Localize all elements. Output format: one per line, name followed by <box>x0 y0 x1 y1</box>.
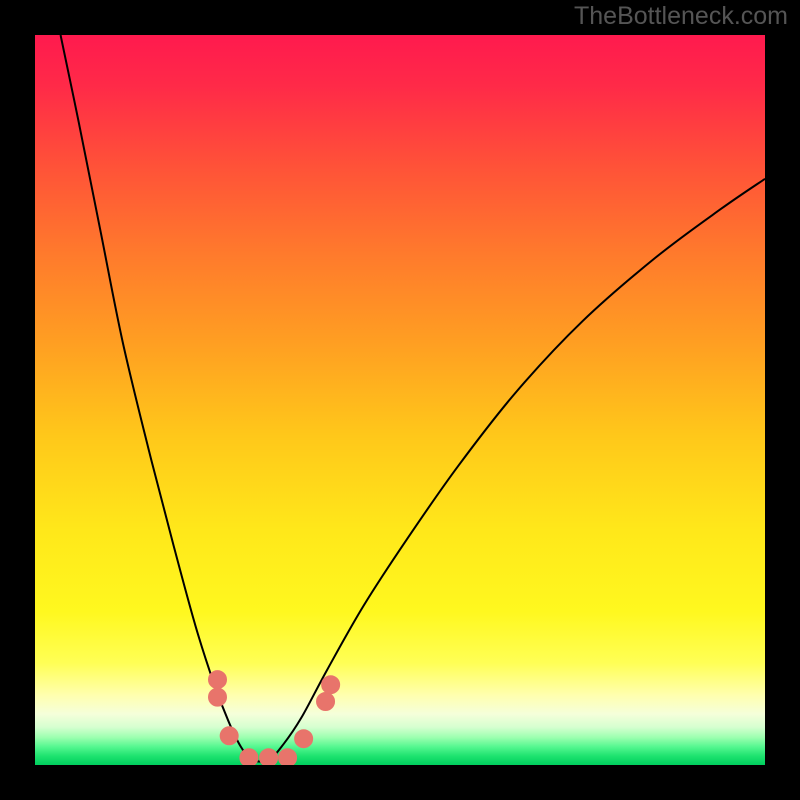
marker-point <box>295 730 313 748</box>
marker-point <box>317 692 335 710</box>
plot-area <box>35 35 765 765</box>
marker-point <box>260 749 278 767</box>
marker-point <box>209 688 227 706</box>
watermark-text: TheBottleneck.com <box>574 2 788 31</box>
marker-point <box>220 727 238 745</box>
chart-svg <box>0 0 800 800</box>
marker-point <box>240 749 258 767</box>
marker-point <box>322 676 340 694</box>
marker-point <box>209 671 227 689</box>
marker-point <box>279 749 297 767</box>
chart-container: TheBottleneck.com <box>0 0 800 800</box>
